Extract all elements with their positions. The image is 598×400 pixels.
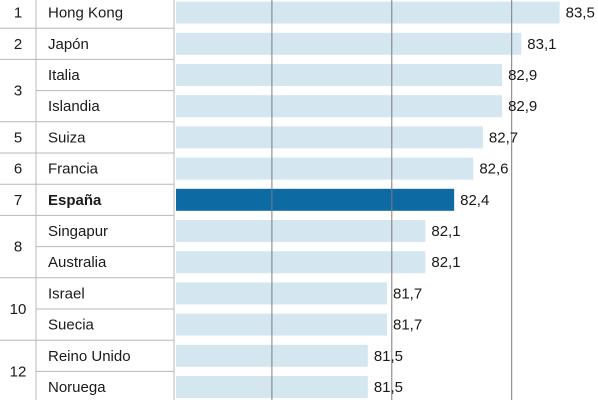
country-label: Israel	[48, 285, 85, 302]
rank-label: 12	[10, 363, 27, 380]
country-label: Noruega	[48, 379, 106, 396]
country-label: España	[48, 192, 102, 209]
value-label: 83,5	[566, 5, 595, 22]
country-label: Suiza	[48, 129, 86, 146]
rank-label: 2	[14, 36, 22, 53]
value-label: 82,1	[431, 254, 460, 271]
bar	[176, 188, 455, 211]
rank-label: 6	[14, 161, 22, 178]
bar	[176, 313, 387, 336]
bar	[176, 1, 560, 24]
value-labels: 83,583,182,982,982,782,682,482,182,181,7…	[374, 5, 595, 396]
country-column: Hong Kong Japón Italia Islandia Suiza Francia…	[48, 5, 131, 396]
country-label: Francia	[48, 161, 99, 178]
bar	[176, 282, 387, 305]
bar	[176, 157, 474, 180]
value-label: 82,9	[508, 98, 537, 115]
country-label: Japón	[48, 36, 89, 53]
value-label: 82,6	[479, 161, 508, 178]
bars	[176, 1, 560, 398]
bar	[176, 220, 426, 242]
value-label: 81,7	[393, 317, 422, 334]
country-label: Australia	[48, 254, 107, 271]
country-label: Hong Kong	[48, 5, 123, 22]
rank-label: 7	[14, 192, 22, 209]
value-label: 83,1	[527, 36, 556, 53]
value-label: 82,7	[489, 129, 518, 146]
country-label: Singapur	[48, 223, 108, 240]
row-borders	[0, 0, 175, 400]
rank-label: 3	[14, 83, 22, 100]
bar	[176, 251, 426, 274]
country-label: Reino Unido	[48, 348, 131, 365]
rank-label: 5	[14, 129, 22, 146]
value-label: 82,9	[508, 67, 537, 84]
gridlines	[271, 0, 513, 400]
country-label: Suecia	[48, 317, 95, 334]
value-label: 81,7	[393, 285, 422, 302]
rank-label: 8	[14, 239, 22, 256]
bar	[176, 95, 503, 118]
value-label: 82,1	[431, 223, 460, 240]
value-label: 81,5	[374, 348, 403, 365]
country-label: Islandia	[48, 98, 100, 115]
bar	[176, 64, 503, 86]
rank-label: 10	[10, 301, 27, 318]
value-label: 82,4	[460, 192, 489, 209]
bar	[176, 126, 483, 149]
country-label: Italia	[48, 67, 80, 84]
rank-label: 1	[14, 5, 22, 22]
bar	[176, 32, 522, 55]
value-label: 81,5	[374, 379, 403, 396]
